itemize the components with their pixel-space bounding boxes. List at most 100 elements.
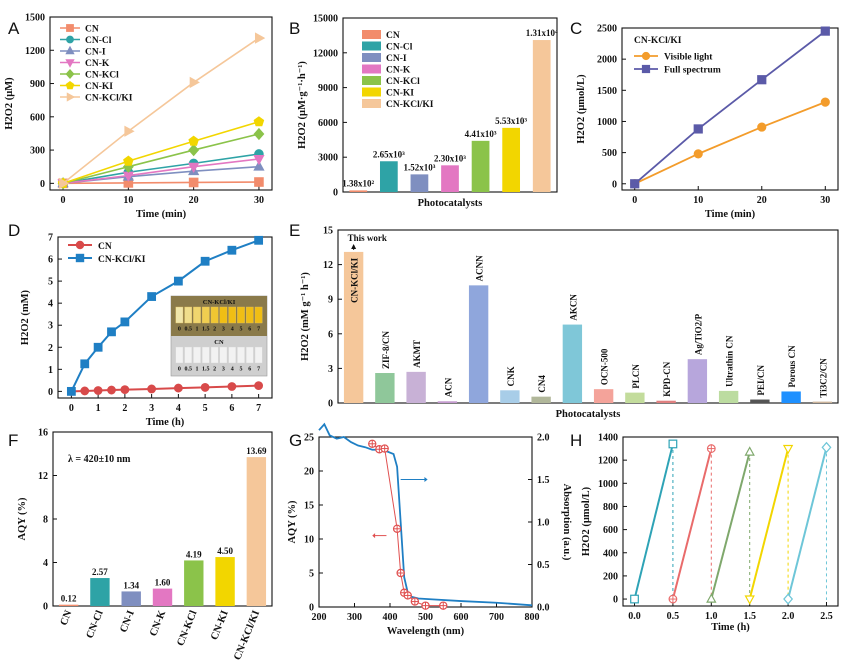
panel-G-xtick-label: 300	[347, 612, 362, 623]
bar-value-label: 1.34	[123, 580, 139, 590]
series-point	[757, 122, 767, 132]
panel-C-title: CN-KCl/KI	[634, 36, 682, 46]
bar-category-label: CN-KCl/KI	[232, 609, 262, 661]
aqy-line	[371, 443, 444, 607]
bar-category-label: PEI/CN	[756, 365, 766, 396]
cycle-point	[744, 446, 755, 456]
panel-G-xtick-label: 200	[312, 612, 327, 623]
panel-E-frame	[337, 229, 839, 404]
inset-bottom-label: CN	[214, 339, 224, 346]
bar-category-label: Ti3C2/CN	[818, 358, 828, 398]
series-line	[62, 153, 260, 185]
panel-G-xtick-label: 400	[383, 612, 398, 623]
series-point	[693, 124, 703, 134]
series-point	[188, 143, 200, 157]
this-work-annotation: This work	[348, 233, 387, 243]
series-line	[62, 37, 260, 184]
bar	[121, 591, 141, 606]
bar	[625, 392, 645, 403]
panel-G-xlabel: Wavelength (nm)	[387, 626, 465, 637]
inset-vial-bottom	[193, 346, 201, 364]
series-line	[70, 239, 259, 392]
legend-label: CN	[386, 31, 400, 41]
bar	[656, 400, 676, 403]
panel-G-ytick-label: 5	[309, 569, 314, 580]
bar	[562, 324, 583, 403]
legend-swatch-marker	[65, 80, 75, 90]
panel-E-ylabel: H2O2 (mM g⁻¹ h⁻¹)	[300, 272, 311, 361]
panel-H-ytick-label: 400	[603, 548, 618, 559]
panel-C-xtick-label: 20	[757, 195, 767, 206]
legend-label: CN-KCl/KI	[386, 100, 434, 110]
cycle-line	[787, 447, 828, 600]
panel-B-ytick-label: 12000	[313, 48, 338, 59]
series-point	[107, 385, 116, 395]
inset-vial-label-bottom: 2	[213, 367, 216, 373]
panel-E-ytick-label: 6	[328, 329, 333, 340]
bar	[58, 604, 79, 606]
bar-value-label: 5.53x10³	[495, 116, 527, 126]
series-point	[189, 76, 200, 89]
panel-D-ytick-label: 7	[48, 233, 53, 244]
panel-D-ylabel: H2O2 (mM)	[20, 289, 31, 345]
series-point	[254, 235, 264, 245]
bar-category-label: AKCN	[568, 294, 578, 321]
panel-G-frame	[318, 436, 533, 608]
absorption-axis-arrowhead	[424, 477, 428, 482]
panel-E-ytick-label: 3	[328, 364, 333, 375]
legend-label: CN-KCl/KI	[85, 94, 133, 104]
panel-H-xlabel: Time (h)	[711, 622, 750, 633]
inset-vial-label-top: 7	[257, 327, 260, 333]
legend-label: CN-Cl	[386, 43, 413, 53]
series-line	[62, 133, 260, 185]
legend-swatch-marker	[65, 68, 75, 80]
series-line	[62, 158, 260, 185]
bar	[215, 557, 235, 606]
panel-label: C	[570, 19, 582, 38]
panel-G-ytick-right-label: 0.0	[537, 603, 550, 614]
legend-swatch-marker	[641, 64, 651, 74]
panel-G-ytick-label: 10	[304, 535, 314, 546]
legend-swatch	[362, 99, 381, 108]
legend-label: CN-K	[386, 66, 411, 76]
series-point	[188, 177, 199, 188]
panel-B: B 0 3000 6000 9000 12000 15000 H2O2 (μM·g⁻¹·h⁻¹…	[289, 14, 558, 210]
cycle-point	[706, 593, 717, 603]
cycle-line	[633, 443, 674, 600]
inset-vial-label-bottom: 3	[222, 367, 225, 373]
legend-label: Full spectrum	[664, 66, 721, 76]
panel-B-xlabel: Photocatalysts	[418, 198, 483, 209]
panel-H: H 0 200 400 600 800 1000 1200 1400 0.0 0.5 1.0 1.5 2.…	[570, 431, 839, 633]
inset-vial-label-bottom: 5	[240, 367, 243, 373]
legend-swatch-marker	[66, 92, 76, 102]
panel-A-xtick-label: 30	[254, 195, 264, 206]
aqy-axis-arrowhead	[372, 533, 376, 539]
panel-D-ytick-label: 6	[48, 255, 53, 266]
panel-H-ytick-label: 800	[603, 502, 618, 513]
inset-vial-label-bottom: 7	[257, 367, 260, 373]
panel-B-ytick-label: 9000	[318, 83, 338, 94]
panel-A-ytick-label: 1200	[25, 46, 45, 57]
inset-vial-label-bottom: 0.5	[184, 367, 192, 373]
panel-H-ytick-label: 0	[613, 595, 618, 606]
inset-vial-label-top: 5	[240, 327, 243, 333]
inset-vial-label-top: 0	[178, 327, 181, 333]
series-line	[71, 384, 259, 393]
series-point	[107, 327, 116, 337]
inset-vial-top	[254, 306, 263, 324]
panel-B-ytick-label: 6000	[318, 118, 338, 129]
legend-swatch-marker	[65, 59, 75, 68]
series-point	[173, 383, 183, 393]
inset-vial-top	[175, 306, 184, 324]
bar-value-label: 4.19	[186, 549, 202, 559]
absorption-line	[318, 422, 533, 607]
bar-value-label: 1.38x10²	[342, 178, 374, 188]
panel-G-xtick-label: 500	[418, 612, 433, 623]
bar	[812, 401, 833, 403]
bar-category-label: CN4	[537, 375, 547, 393]
panel-G-xtick-label: 600	[454, 612, 469, 623]
panel-B-ylabel: H2O2 (μM·g⁻¹·h⁻¹)	[297, 61, 308, 149]
legend-label: CN-I	[85, 48, 106, 58]
series-point	[93, 342, 103, 352]
